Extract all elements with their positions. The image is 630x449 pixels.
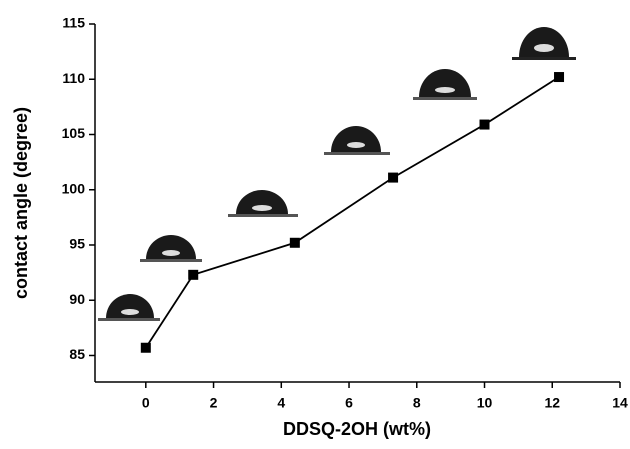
y-tick-label: 90 [69, 291, 85, 307]
data-point [479, 119, 490, 130]
x-tick-label: 6 [345, 395, 353, 411]
y-tick-label: 105 [62, 125, 86, 141]
droplet-image [324, 126, 390, 155]
data-line [145, 76, 560, 349]
x-tick-label: 10 [477, 395, 493, 411]
data-point [188, 269, 199, 280]
x-tick-label: 4 [277, 395, 285, 411]
x-tick-label: 12 [544, 395, 560, 411]
droplet-images [98, 27, 576, 321]
data-point [554, 72, 565, 83]
data-point [388, 172, 399, 183]
y-tick-label: 85 [69, 346, 85, 362]
droplet-image [413, 69, 477, 100]
y-axis-title: contact angle (degree) [11, 107, 31, 299]
data-point [289, 237, 300, 248]
droplet-image [228, 190, 298, 217]
droplet-image [512, 27, 576, 60]
data-point [140, 342, 151, 353]
x-tick-label: 2 [210, 395, 218, 411]
x-axis-title: DDSQ-2OH (wt%) [283, 419, 431, 439]
y-tick-label: 110 [62, 70, 85, 86]
x-tick-label: 0 [142, 395, 150, 411]
x-tick-label: 8 [413, 395, 421, 411]
y-tick-label: 95 [69, 236, 85, 252]
y-tick-label: 100 [62, 180, 86, 196]
droplet-image [140, 235, 202, 262]
y-tick-label: 115 [62, 15, 85, 31]
x-tick-label: 14 [612, 395, 628, 411]
droplet-image [98, 294, 160, 321]
